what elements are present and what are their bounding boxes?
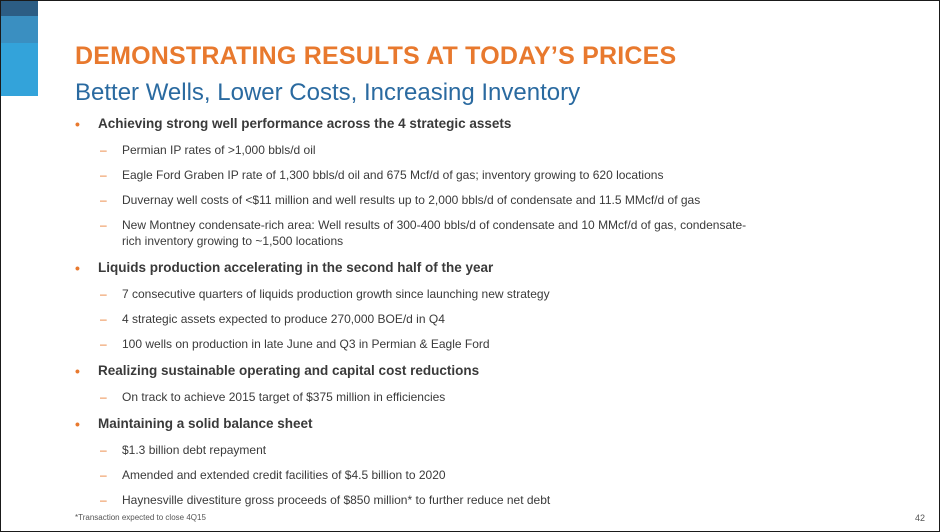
sub-bullet-text: $1.3 billion debt repayment (122, 443, 267, 457)
sub-bullet-item: – 4 strategic assets expected to produce… (75, 311, 752, 327)
dash-icon: – (100, 287, 107, 301)
bullet-text: Liquids production accelerating in the s… (98, 260, 494, 275)
sub-bullet-text: Eagle Ford Graben IP rate of 1,300 bbls/… (122, 168, 664, 182)
dash-icon: – (100, 493, 107, 507)
accent-bar-mid-segment (1, 16, 38, 43)
accent-bar-dark-segment (1, 1, 38, 16)
bullet-item: • Maintaining a solid balance sheet (75, 416, 915, 432)
bullet-dot-icon: • (75, 260, 80, 276)
sub-bullet-item: – On track to achieve 2015 target of $37… (75, 389, 752, 405)
slide-subtitle: Better Wells, Lower Costs, Increasing In… (75, 79, 581, 106)
dash-icon: – (100, 390, 107, 404)
dash-icon: – (100, 168, 107, 182)
sub-bullet-item: – Haynesville divestiture gross proceeds… (75, 492, 752, 508)
dash-icon: – (100, 143, 107, 157)
sub-bullet-item: – 100 wells on production in late June a… (75, 336, 752, 352)
bullet-item: • Realizing sustainable operating and ca… (75, 363, 915, 379)
bullet-dot-icon: • (75, 416, 80, 432)
dash-icon: – (100, 468, 107, 482)
sub-bullet-item: – Eagle Ford Graben IP rate of 1,300 bbl… (75, 167, 752, 183)
bullet-item: • Achieving strong well performance acro… (75, 116, 915, 132)
sub-bullet-text: 100 wells on production in late June and… (122, 337, 490, 351)
dash-icon: – (100, 312, 107, 326)
sub-bullet-text: New Montney condensate-rich area: Well r… (122, 218, 747, 248)
dash-icon: – (100, 193, 107, 207)
sub-bullet-item: – New Montney condensate-rich area: Well… (75, 217, 752, 249)
sub-bullet-text: Haynesville divestiture gross proceeds o… (122, 493, 551, 507)
sub-bullet-text: Duvernay well costs of <$11 million and … (122, 193, 701, 207)
dash-icon: – (100, 218, 107, 232)
sub-bullet-item: – Duvernay well costs of <$11 million an… (75, 192, 752, 208)
sub-bullet-text: Amended and extended credit facilities o… (122, 468, 446, 482)
sub-bullet-text: 4 strategic assets expected to produce 2… (122, 312, 445, 326)
sub-bullet-text: 7 consecutive quarters of liquids produc… (122, 287, 550, 301)
bullet-dot-icon: • (75, 116, 80, 132)
dash-icon: – (100, 443, 107, 457)
accent-bar-light-segment (1, 43, 38, 96)
accent-bar (1, 1, 38, 96)
sub-bullet-item: – Amended and extended credit facilities… (75, 467, 752, 483)
sub-bullet-text: Permian IP rates of >1,000 bbls/d oil (122, 143, 316, 157)
sub-bullet-item: – Permian IP rates of >1,000 bbls/d oil (75, 142, 752, 158)
page-number: 42 (914, 513, 925, 523)
bullet-text: Realizing sustainable operating and capi… (98, 363, 480, 378)
bullet-text: Achieving strong well performance across… (98, 116, 512, 131)
dash-icon: – (100, 337, 107, 351)
bullet-text: Maintaining a solid balance sheet (98, 416, 313, 431)
sub-bullet-item: – 7 consecutive quarters of liquids prod… (75, 286, 752, 302)
footnote: *Transaction expected to close 4Q15 (75, 513, 206, 522)
sub-bullet-item: – $1.3 billion debt repayment (75, 442, 752, 458)
bullet-list: • Achieving strong well performance acro… (75, 116, 915, 508)
sub-bullet-text: On track to achieve 2015 target of $375 … (122, 390, 446, 404)
slide-title: DEMONSTRATING RESULTS AT TODAY’S PRICES (75, 42, 677, 70)
bullet-item: • Liquids production accelerating in the… (75, 260, 915, 276)
bullet-dot-icon: • (75, 363, 80, 379)
